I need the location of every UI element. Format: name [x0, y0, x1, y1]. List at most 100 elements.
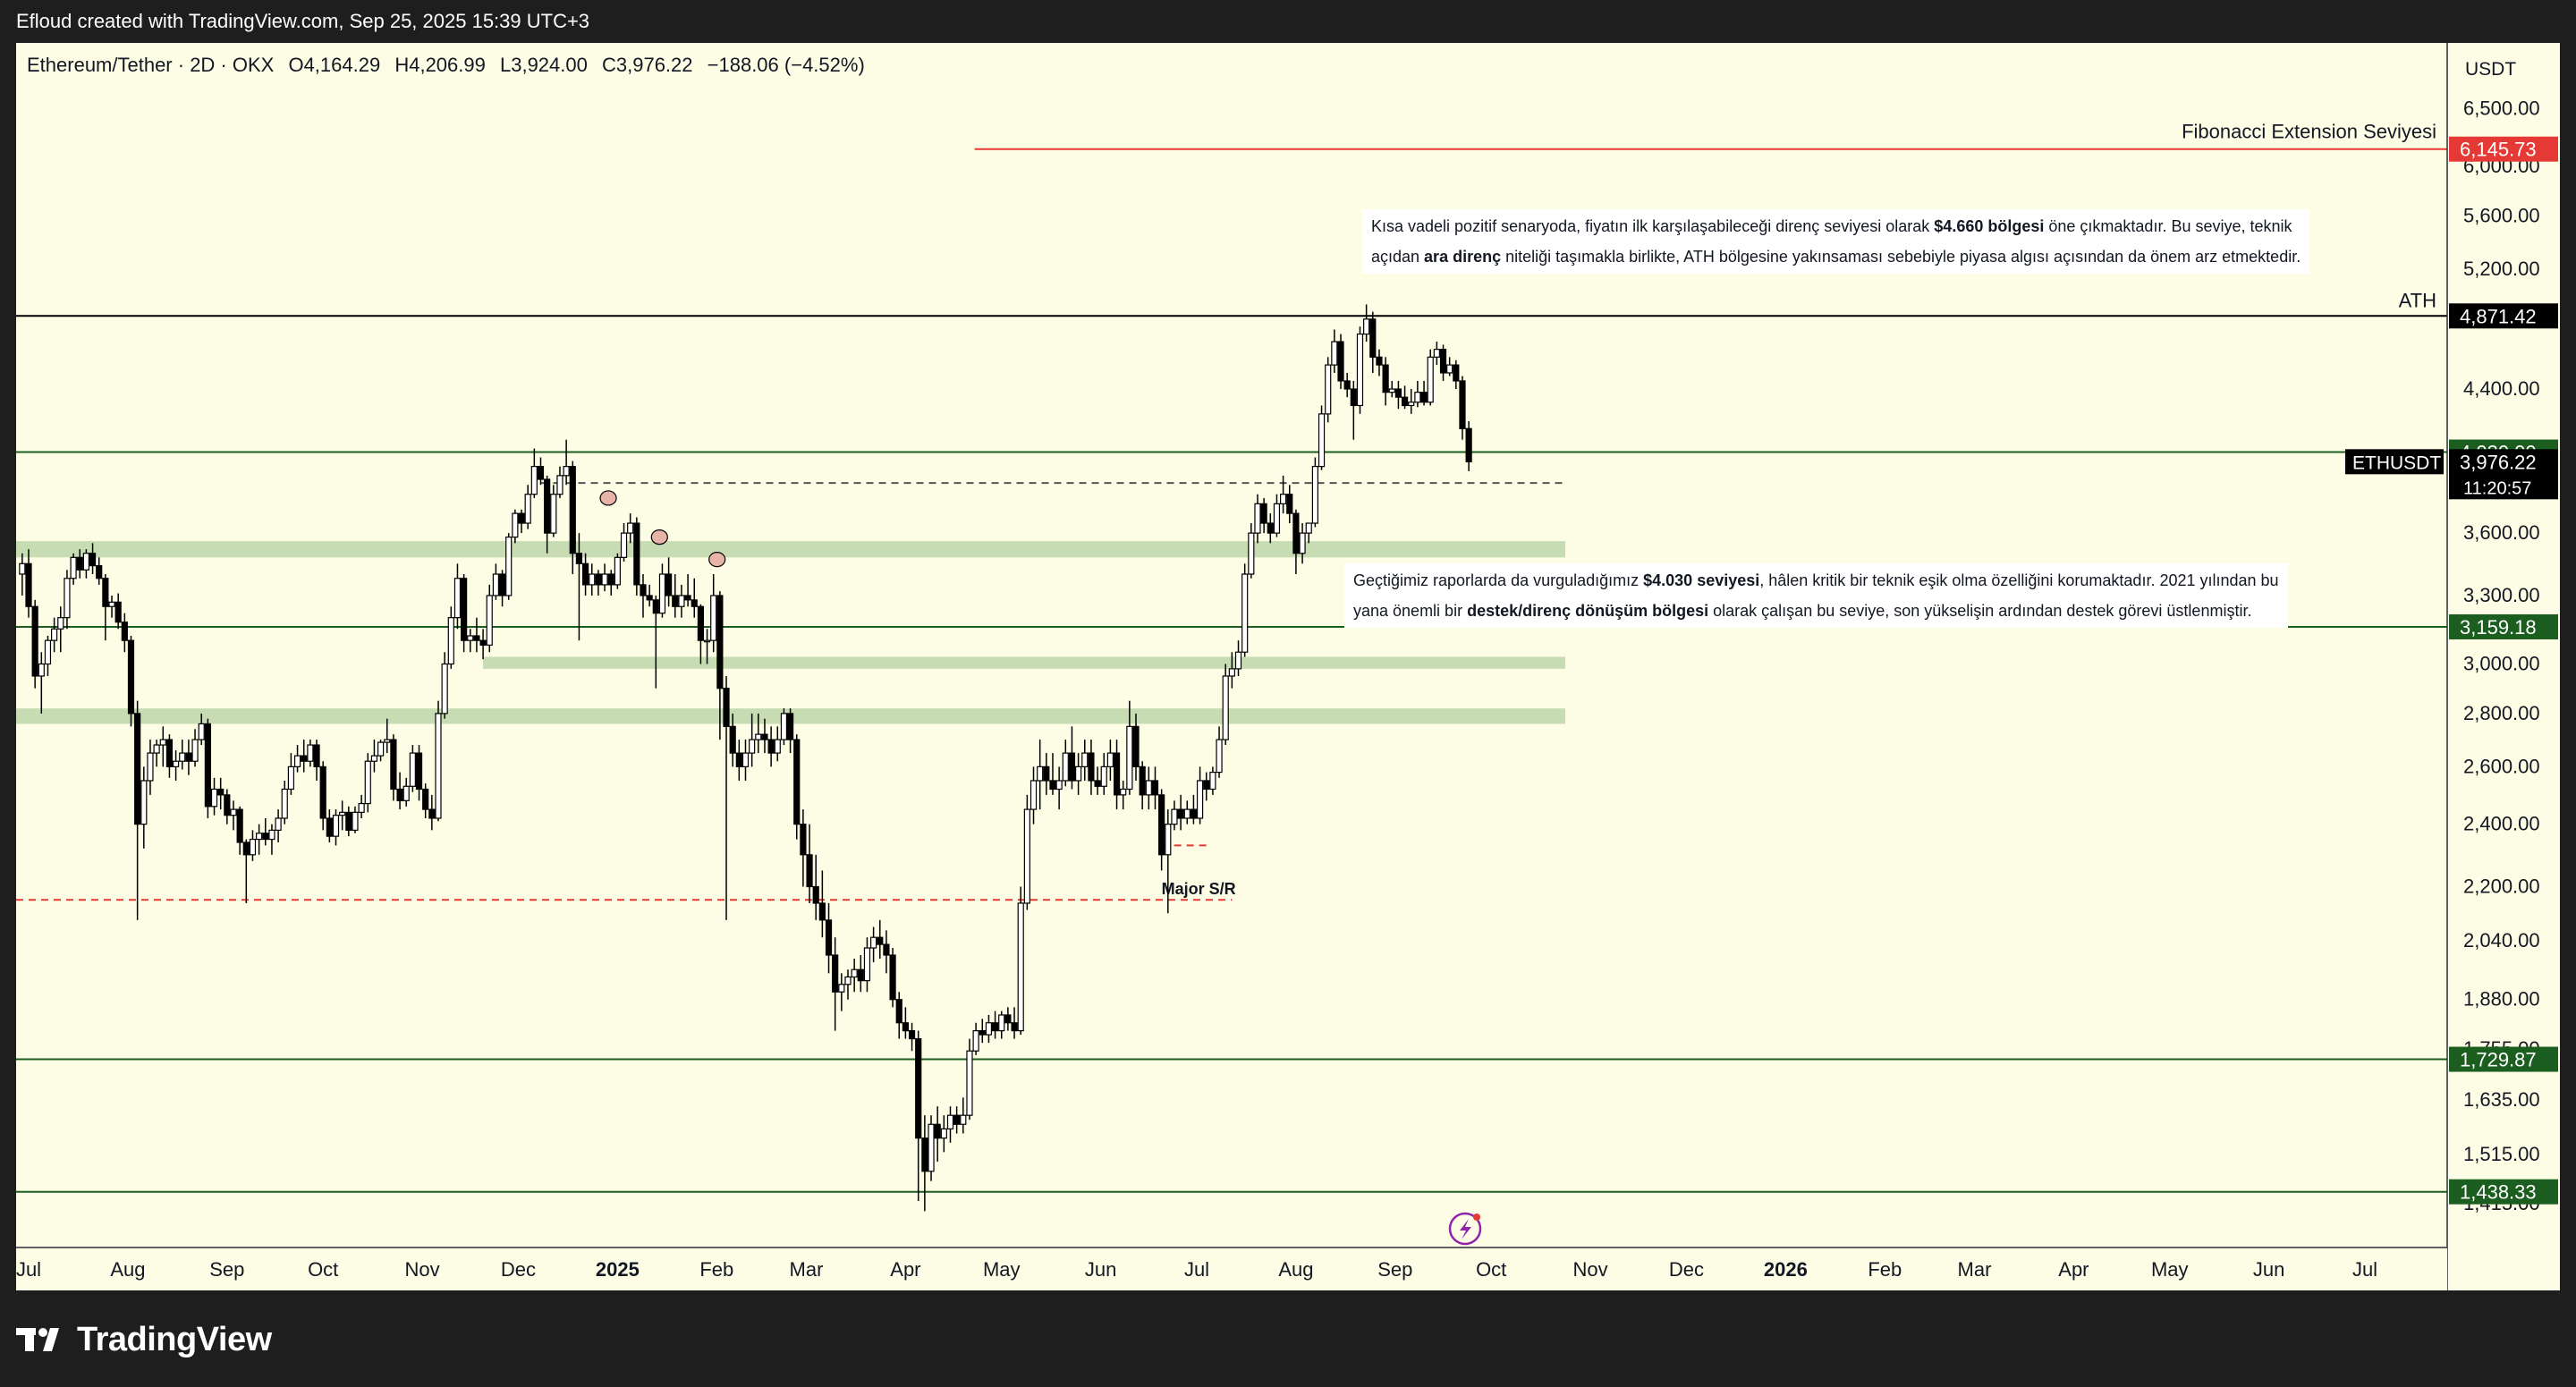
- candle[interactable]: [319, 765, 326, 819]
- candle[interactable]: [946, 1114, 954, 1129]
- candle[interactable]: [1254, 503, 1261, 534]
- candle[interactable]: [812, 885, 819, 904]
- candle[interactable]: [723, 688, 730, 727]
- candle[interactable]: [1325, 364, 1332, 415]
- candle[interactable]: [749, 739, 756, 754]
- candle[interactable]: [384, 739, 391, 743]
- candle[interactable]: [498, 573, 506, 596]
- candle[interactable]: [646, 595, 653, 601]
- candle[interactable]: [1113, 752, 1121, 796]
- support-zone-2[interactable]: [483, 656, 1565, 669]
- candle[interactable]: [70, 556, 77, 579]
- candle[interactable]: [716, 595, 724, 689]
- candle[interactable]: [364, 760, 371, 805]
- candle[interactable]: [1286, 494, 1293, 514]
- candle[interactable]: [1120, 788, 1127, 796]
- candle[interactable]: [800, 824, 807, 856]
- candle[interactable]: [895, 999, 902, 1024]
- candle[interactable]: [1068, 752, 1076, 782]
- candle[interactable]: [563, 466, 570, 477]
- candle[interactable]: [51, 628, 58, 641]
- candle[interactable]: [877, 936, 884, 945]
- candle[interactable]: [703, 639, 711, 643]
- candle[interactable]: [889, 954, 896, 1001]
- candle[interactable]: [1049, 780, 1056, 791]
- candle[interactable]: [589, 573, 596, 586]
- candle[interactable]: [940, 1128, 947, 1139]
- candle[interactable]: [735, 752, 742, 767]
- candle[interactable]: [1158, 794, 1165, 856]
- candle[interactable]: [870, 936, 877, 949]
- candle[interactable]: [607, 573, 614, 586]
- candle[interactable]: [307, 744, 314, 762]
- pivot-marker[interactable]: [650, 529, 668, 545]
- candle[interactable]: [396, 788, 403, 801]
- price-axis[interactable]: [2447, 43, 2560, 1290]
- support-note[interactable]: Geçtiğimiz raporlarda da vurguladığımız …: [1344, 563, 2288, 628]
- candle[interactable]: [1350, 388, 1357, 407]
- candle[interactable]: [262, 833, 269, 841]
- candle[interactable]: [281, 788, 288, 819]
- candle[interactable]: [1075, 765, 1082, 782]
- candle[interactable]: [147, 752, 154, 782]
- candle[interactable]: [453, 578, 462, 619]
- candle[interactable]: [1331, 341, 1338, 366]
- candle[interactable]: [1126, 725, 1133, 791]
- candle[interactable]: [422, 788, 429, 810]
- candle[interactable]: [863, 947, 871, 982]
- candle[interactable]: [121, 622, 128, 641]
- resistance-note[interactable]: Kısa vadeli pozitif senaryoda, fiyatın i…: [1362, 209, 2310, 274]
- candle[interactable]: [741, 752, 750, 767]
- candle[interactable]: [883, 943, 890, 956]
- candle[interactable]: [761, 733, 768, 740]
- candle[interactable]: [755, 733, 762, 740]
- candle[interactable]: [780, 713, 788, 740]
- candle[interactable]: [544, 478, 551, 534]
- candle[interactable]: [1088, 752, 1095, 782]
- support-zone-1[interactable]: [16, 541, 1565, 558]
- candle[interactable]: [1446, 364, 1453, 374]
- chart-frame[interactable]: Fibonacci Extension Seviyesi ATH Major S/R…: [16, 43, 2560, 1290]
- candle[interactable]: [640, 584, 647, 596]
- price-chart[interactable]: Fibonacci Extension Seviyesi ATH Major S/R…: [16, 43, 2560, 1290]
- price-tag-ath[interactable]: [2449, 303, 2558, 329]
- candle[interactable]: [402, 785, 410, 801]
- candle[interactable]: [1311, 466, 1318, 524]
- candle[interactable]: [550, 494, 557, 534]
- candle[interactable]: [25, 562, 32, 607]
- candle[interactable]: [191, 739, 199, 762]
- candle[interactable]: [832, 954, 839, 993]
- candle[interactable]: [102, 578, 109, 607]
- candle[interactable]: [960, 1114, 967, 1125]
- candle[interactable]: [710, 595, 717, 641]
- candle[interactable]: [435, 713, 442, 819]
- candle[interactable]: [1382, 364, 1389, 393]
- candle[interactable]: [1177, 808, 1184, 819]
- candle[interactable]: [1043, 765, 1050, 782]
- candle[interactable]: [1394, 388, 1402, 398]
- candle[interactable]: [1234, 651, 1242, 670]
- candle[interactable]: [1190, 808, 1198, 819]
- candle[interactable]: [767, 739, 775, 754]
- candle[interactable]: [806, 854, 813, 888]
- candle[interactable]: [1030, 780, 1038, 810]
- candle[interactable]: [76, 556, 83, 571]
- candle[interactable]: [1183, 808, 1191, 819]
- candle[interactable]: [505, 536, 513, 596]
- candle[interactable]: [652, 599, 659, 614]
- candle[interactable]: [1081, 752, 1089, 767]
- candle[interactable]: [1414, 392, 1421, 403]
- candle[interactable]: [377, 741, 385, 757]
- candle[interactable]: [1196, 780, 1204, 819]
- candle[interactable]: [1388, 388, 1395, 393]
- candle[interactable]: [1299, 532, 1306, 554]
- candle[interactable]: [934, 1123, 941, 1139]
- candle[interactable]: [82, 553, 90, 571]
- candle[interactable]: [415, 752, 423, 791]
- candle[interactable]: [1369, 318, 1377, 358]
- candle[interactable]: [1151, 780, 1159, 796]
- candle[interactable]: [1106, 752, 1114, 767]
- event-icon[interactable]: [1448, 1212, 1482, 1246]
- candle[interactable]: [256, 833, 263, 841]
- candle[interactable]: [953, 1114, 961, 1125]
